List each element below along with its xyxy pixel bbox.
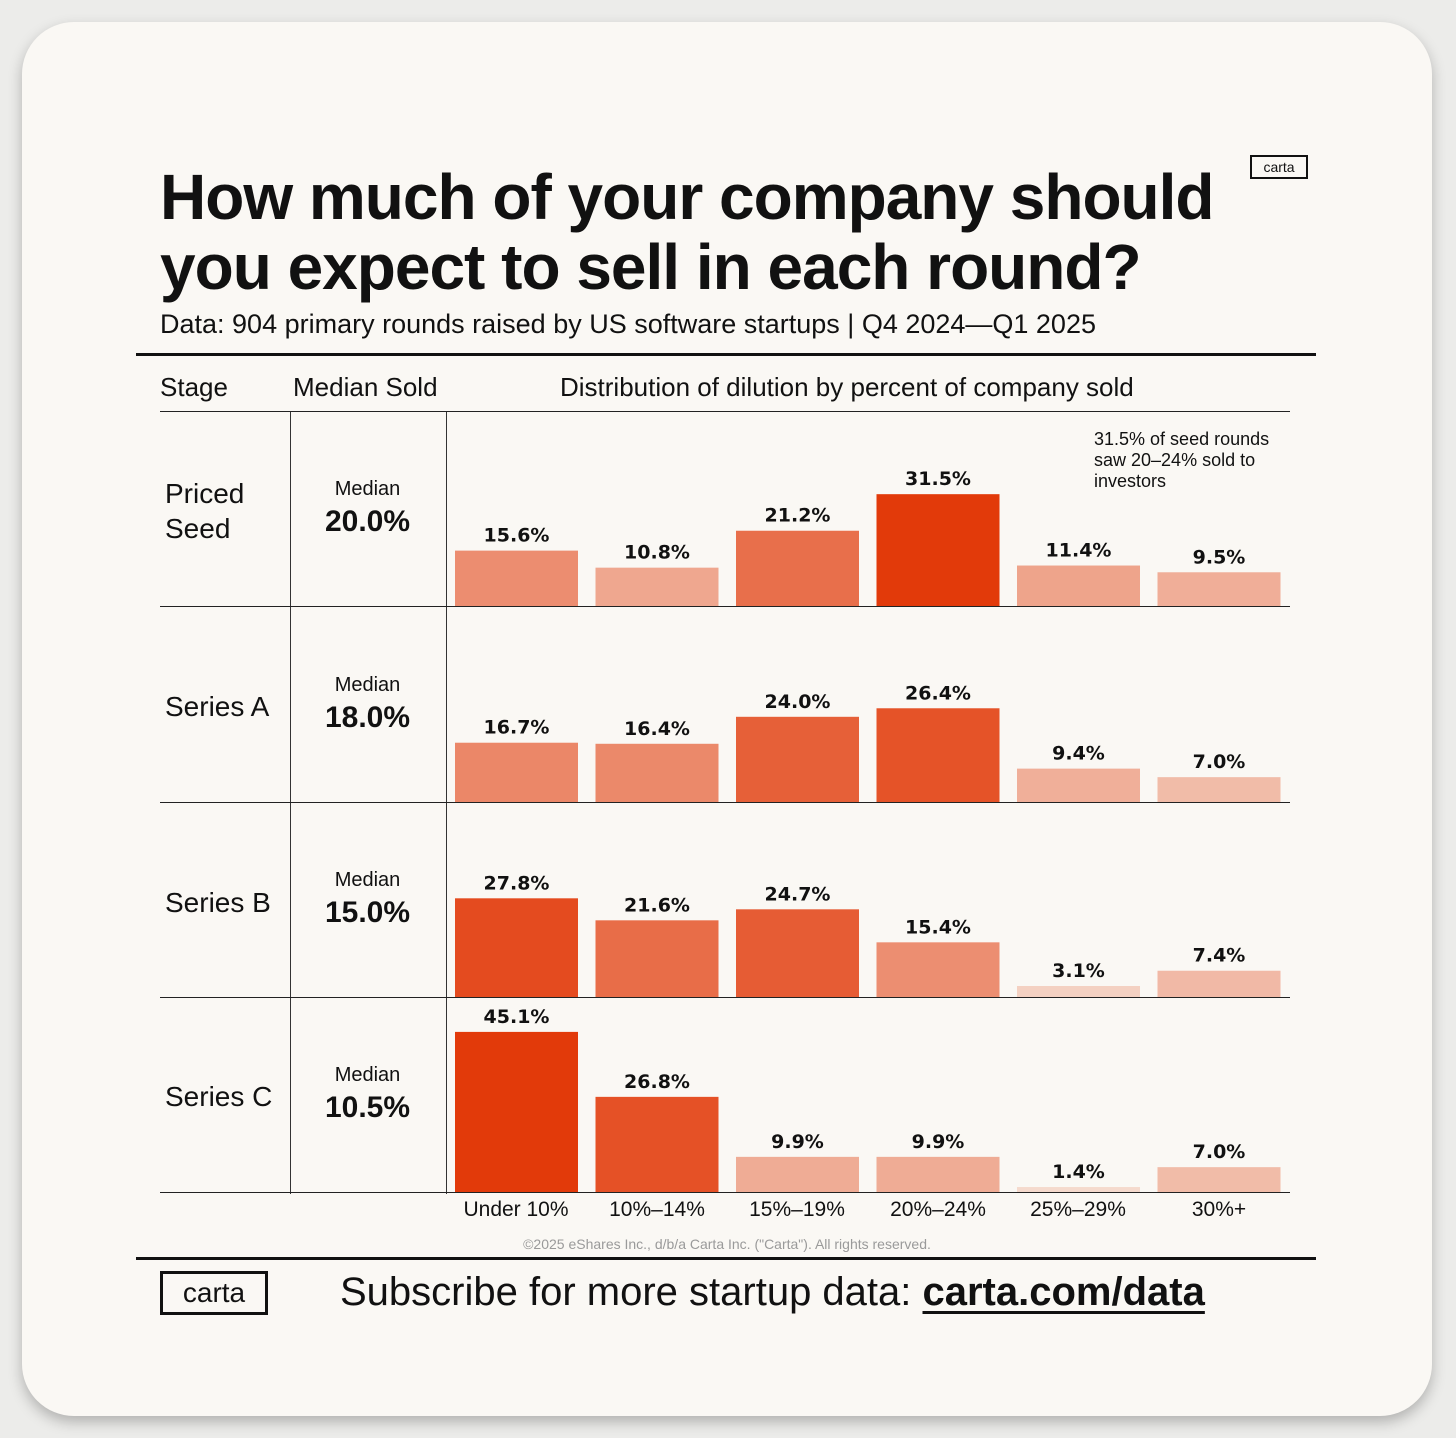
subscribe-line: Subscribe for more startup data: carta.c…: [340, 1270, 1205, 1315]
x-tick-label: 30%+: [1191, 1198, 1247, 1221]
subscribe-link[interactable]: carta.com/data: [922, 1270, 1205, 1314]
bar-value-label: 26.8%: [624, 1071, 690, 1093]
bar: [1017, 985, 1140, 997]
bar-value-label: 27.8%: [484, 872, 550, 894]
bar-value-label: 7.0%: [1193, 751, 1246, 773]
median-caption: Median: [334, 1064, 401, 1086]
bar: [876, 942, 1000, 997]
bar: [595, 920, 719, 997]
bar-value-label: 7.4%: [1193, 945, 1246, 967]
bar: [455, 1031, 578, 1192]
x-tick-label: 25%–29%: [1030, 1198, 1126, 1221]
bar: [736, 909, 859, 997]
bar-value-label: 3.1%: [1052, 960, 1105, 982]
stage-series-b: Series B: [165, 887, 271, 918]
stage-series-c: Series C: [165, 1081, 273, 1112]
bar-value-label: 9.9%: [912, 1131, 965, 1153]
bar-value-label: 24.7%: [765, 883, 831, 905]
bottom-rule: [136, 1257, 1316, 1260]
median-value-b: 15.0%: [324, 896, 411, 929]
row-rule-b: [160, 997, 1290, 998]
bar-value-label: 31.5%: [905, 468, 971, 490]
bar: [736, 530, 859, 606]
bar: [1157, 1167, 1281, 1192]
bar-value-label: 45.1%: [484, 1006, 550, 1028]
bar-value-label: 16.7%: [484, 717, 550, 739]
row-rule-seed: [160, 606, 1290, 607]
bar: [1157, 572, 1281, 606]
chart-card: carta How much of your company should yo…: [22, 22, 1432, 1416]
divider-median: [446, 412, 447, 1194]
bar-value-label: 1.4%: [1052, 1161, 1105, 1183]
chart-subtitle: Data: 904 primary rounds raised by US so…: [160, 309, 1096, 339]
copyright-notice: ©2025 eShares Inc., d/b/a Carta Inc. ("C…: [523, 1236, 931, 1252]
bar: [1017, 565, 1140, 606]
chart-title: How much of your company should you expe…: [160, 161, 1215, 303]
bar: [736, 1156, 859, 1192]
bar-value-label: 10.8%: [624, 542, 690, 564]
x-tick-label: Under 10%: [463, 1198, 569, 1221]
median-value-a: 18.0%: [324, 701, 411, 734]
header-stage: Stage: [160, 372, 228, 402]
header-distribution: Distribution of dilution by percent of c…: [560, 372, 1134, 402]
bar: [876, 1156, 1000, 1192]
bar: [1017, 768, 1140, 802]
bar: [455, 550, 578, 606]
seed-annotation: 31.5% of seed rounds saw 20–24% sold to …: [1094, 429, 1270, 491]
median-value-c: 10.5%: [324, 1091, 411, 1124]
stage-series-a: Series A: [165, 691, 270, 722]
bar-value-label: 24.0%: [765, 691, 831, 713]
bar-value-label: 15.6%: [484, 525, 550, 547]
median-value-seed: 20.0%: [324, 505, 411, 538]
row-rule-c: [160, 1192, 1290, 1193]
bar: [595, 567, 719, 606]
bar: [1017, 1187, 1140, 1192]
row-rule-a: [160, 802, 1290, 803]
bar: [455, 898, 578, 997]
stage-priced-seed: Priced Seed: [165, 478, 245, 544]
header-underline: [160, 411, 1290, 412]
bar-value-label: 21.6%: [624, 894, 690, 916]
median-caption: Median: [334, 869, 401, 891]
x-tick-label: 10%–14%: [609, 1198, 705, 1221]
x-tick-label: 20%–24%: [890, 1198, 986, 1221]
bar-value-label: 9.4%: [1052, 743, 1105, 765]
bar-value-label: 9.9%: [771, 1131, 824, 1153]
median-caption: Median: [334, 674, 401, 696]
header-median-sold: Median Sold: [293, 372, 438, 402]
bar-value-label: 16.4%: [624, 718, 690, 740]
subscribe-text: Subscribe for more startup data:: [340, 1270, 923, 1314]
median-caption: Median: [334, 478, 401, 500]
bar: [455, 742, 578, 802]
carta-logo-small: carta: [1250, 155, 1308, 179]
bar-value-label: 26.4%: [905, 682, 971, 704]
x-tick-label: 15%–19%: [749, 1198, 845, 1221]
top-rule: [136, 353, 1316, 356]
bar: [876, 494, 1000, 606]
bar-value-label: 9.5%: [1193, 546, 1246, 568]
bar: [736, 716, 859, 802]
bar: [1157, 777, 1281, 802]
bar-value-label: 11.4%: [1046, 540, 1112, 562]
bar: [595, 743, 719, 802]
bar: [876, 708, 1000, 802]
bar-value-label: 7.0%: [1193, 1141, 1246, 1163]
bar-value-label: 15.4%: [905, 916, 971, 938]
bar: [595, 1096, 719, 1192]
bar-value-label: 21.2%: [765, 505, 831, 527]
bar: [1157, 970, 1281, 997]
divider-stage: [290, 412, 291, 1194]
dilution-bar-chart: 15.6% 10.8% 21.2% 31.5% 11.4% 9.5% 16.7% 16.4% 2…: [455, 468, 1281, 1192]
carta-logo: carta: [160, 1271, 268, 1315]
